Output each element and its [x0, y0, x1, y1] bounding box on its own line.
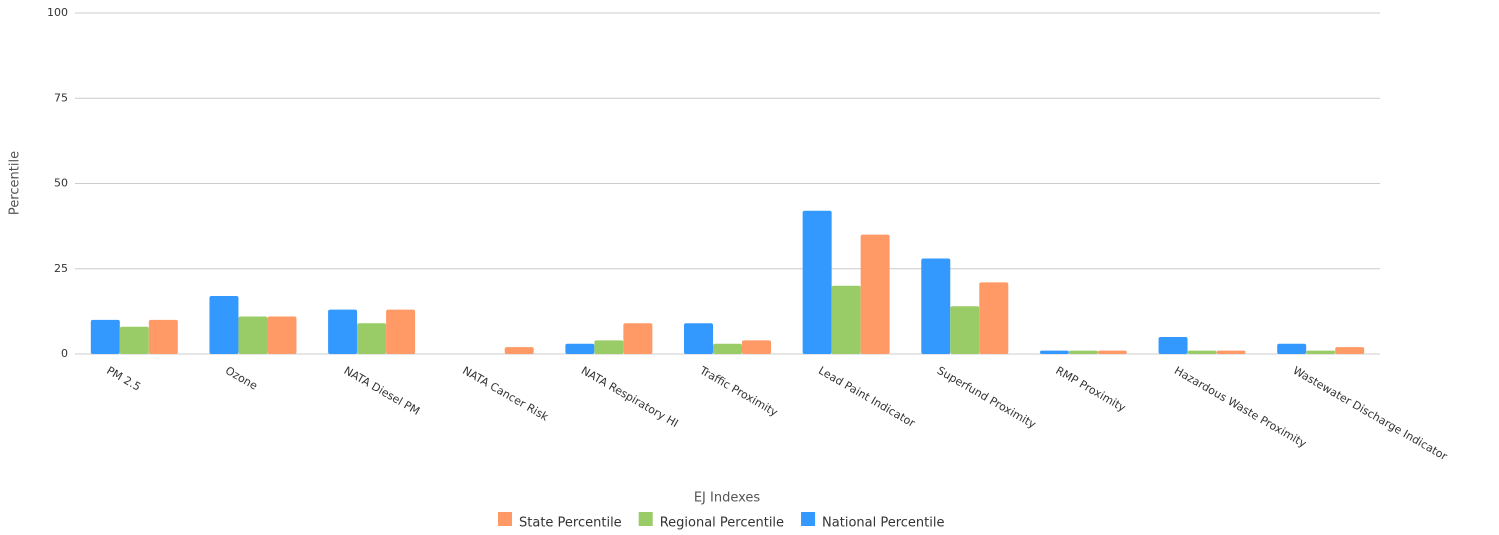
- bar: [742, 340, 771, 354]
- bar: [1039, 350, 1069, 354]
- bar: [238, 316, 268, 354]
- bar: [1306, 350, 1336, 354]
- bar: [90, 319, 120, 354]
- bar: [1216, 350, 1246, 354]
- y-tick-label: 0: [61, 347, 68, 360]
- bar: [267, 316, 297, 354]
- legend-label: Regional Percentile: [660, 516, 784, 531]
- bar: [831, 285, 861, 354]
- x-tick-label: Hazardous Waste Proximity: [1172, 364, 1309, 451]
- legend-swatch: [801, 512, 816, 526]
- x-tick-label: Lead Paint Indicator: [816, 364, 918, 430]
- bar: [713, 343, 742, 354]
- bar: [386, 309, 416, 354]
- x-tick-label: Wastewater Discharge Indicator: [1291, 364, 1450, 463]
- x-tick-label: NATA Respiratory HI: [579, 364, 681, 430]
- y-tick-label: 25: [54, 262, 68, 275]
- bar: [594, 340, 624, 354]
- bar: [565, 343, 595, 354]
- bar: [979, 282, 1009, 354]
- x-tick-label: RMP Proximity: [1053, 364, 1128, 415]
- x-tick-label: Traffic Proximity: [697, 363, 781, 419]
- bar: [148, 319, 178, 354]
- y-axis-title: Percentile: [8, 151, 23, 215]
- y-tick-label: 50: [54, 177, 68, 190]
- bar: [950, 306, 980, 354]
- x-axis-title: EJ Indexes: [694, 491, 761, 506]
- bar: [504, 347, 534, 354]
- bar: [1158, 336, 1188, 354]
- bar: [860, 234, 890, 354]
- bar: [1068, 350, 1098, 354]
- bar: [1277, 343, 1307, 354]
- legend-label: State Percentile: [519, 516, 622, 531]
- bar: [684, 323, 713, 354]
- bar: [328, 309, 358, 354]
- bar: [623, 323, 653, 354]
- x-tick-label: Superfund Proximity: [935, 364, 1039, 431]
- bar: [357, 323, 387, 354]
- bar: [1187, 350, 1217, 354]
- legend-swatch: [638, 512, 653, 526]
- bar: [802, 210, 832, 354]
- bar: [119, 326, 149, 354]
- x-tick-label: Ozone: [223, 364, 260, 393]
- y-tick-label: 100: [47, 6, 68, 19]
- x-tick-label: PM 2.5: [104, 364, 143, 394]
- bar: [921, 258, 951, 354]
- bar: [209, 296, 239, 354]
- bar: [1097, 350, 1127, 354]
- legend-swatch: [498, 512, 512, 526]
- x-tick-label: NATA Diesel PM: [342, 364, 422, 418]
- legend-label: National Percentile: [822, 516, 944, 531]
- bar: [1335, 347, 1365, 354]
- y-tick-label: 75: [54, 91, 68, 104]
- x-tick-label: NATA Cancer Risk: [460, 364, 551, 424]
